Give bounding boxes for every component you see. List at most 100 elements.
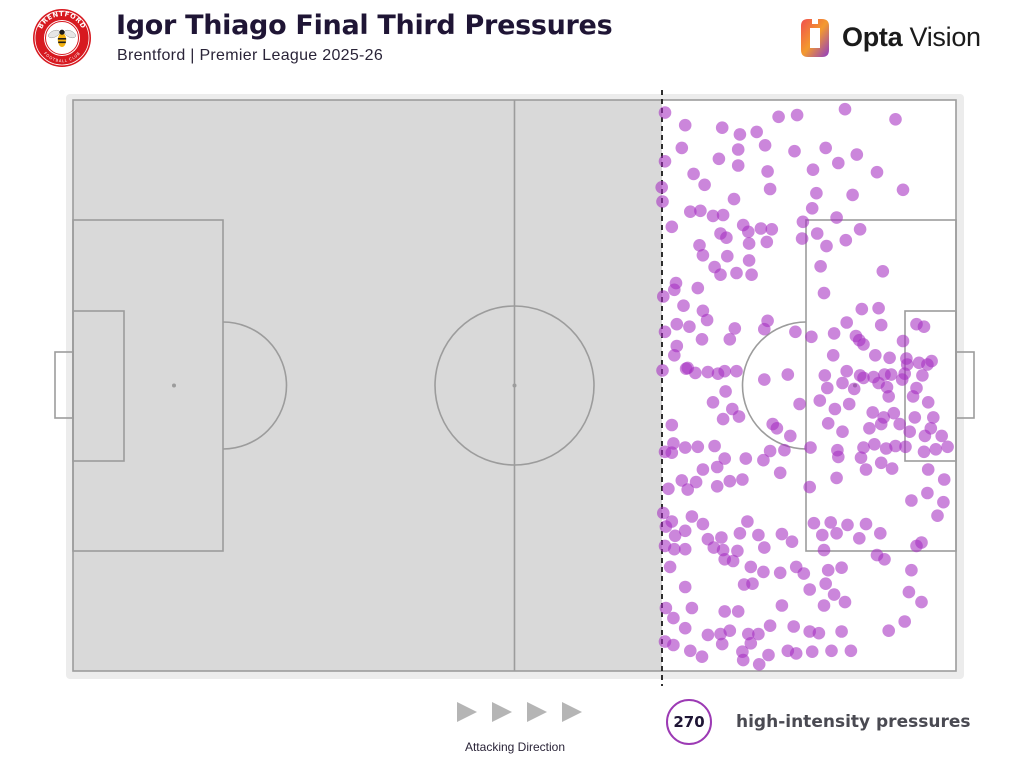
pressure-point	[863, 422, 876, 435]
pressure-point	[758, 373, 771, 386]
pressure-point	[854, 451, 868, 465]
pressure-point	[902, 585, 916, 599]
pressure-point	[668, 283, 681, 297]
pressure-point	[796, 215, 810, 229]
attacking-direction-arrows	[457, 702, 582, 722]
pressure-point	[656, 195, 669, 208]
pressure-point	[910, 317, 923, 331]
opta-vision-logo: Opta Vision	[798, 16, 988, 62]
pressure-point	[765, 223, 779, 236]
pressure-point	[818, 369, 832, 382]
pressure-point	[835, 625, 848, 638]
pressure-point	[793, 397, 806, 411]
pressure-point	[906, 390, 920, 403]
pressure-point	[700, 313, 714, 327]
pressure-point	[830, 211, 843, 224]
pressure-point	[835, 561, 848, 574]
pressure-point	[758, 139, 772, 152]
pitch-shaded-region	[73, 100, 662, 671]
pressure-point	[668, 529, 682, 543]
pressure-point	[853, 223, 867, 236]
pressure-point	[874, 318, 888, 332]
pressure-point	[706, 209, 720, 223]
pressure-point	[830, 471, 843, 485]
pressure-point	[758, 322, 771, 336]
logo-word-vision: Vision	[909, 22, 982, 52]
triangle-right-icon	[492, 702, 512, 722]
pressure-point	[830, 527, 843, 540]
pressure-point	[716, 412, 730, 426]
pressure-point	[803, 480, 816, 494]
pressure-point	[662, 482, 675, 496]
pressure-point	[805, 202, 819, 215]
pressure-point	[687, 167, 700, 181]
pressure-point	[915, 595, 928, 609]
pressure-point	[754, 222, 768, 235]
pressure-point	[718, 452, 731, 465]
pressure-point	[667, 638, 680, 652]
pressure-point	[795, 232, 809, 245]
pressure-point	[719, 385, 732, 398]
pressure-point	[659, 520, 673, 533]
pressure-point	[824, 516, 837, 529]
pressure-point	[750, 125, 763, 139]
pressure-point	[803, 583, 816, 596]
right-penalty-arc	[741, 321, 807, 450]
pressure-point	[910, 539, 923, 553]
pressure-point	[775, 527, 789, 541]
pressure-point	[675, 474, 689, 487]
pressure-point	[701, 365, 715, 379]
pressure-point	[714, 268, 727, 282]
pressure-point	[889, 439, 902, 453]
pressure-point	[916, 369, 929, 382]
pressure-point	[941, 440, 954, 454]
pressure-point	[720, 231, 733, 244]
pressure-point	[937, 473, 951, 486]
pressure-point	[681, 483, 694, 496]
pressure-point	[736, 473, 749, 486]
pressure-point	[805, 330, 818, 344]
pressure-point	[797, 567, 811, 580]
pressure-point	[718, 605, 731, 618]
pressure-point	[790, 108, 804, 122]
pressure-point	[712, 152, 726, 166]
pressure-point	[752, 658, 766, 671]
brentford-crest-icon: BRENTFORD FOOTBALL CLUB	[33, 9, 91, 67]
pressure-point	[710, 460, 724, 474]
pressure-point	[874, 527, 887, 540]
pressure-point	[817, 286, 831, 300]
pressure-point	[683, 320, 696, 334]
pressure-point	[733, 527, 747, 540]
pressure-point	[670, 317, 684, 331]
pressure-point	[847, 382, 861, 396]
pressure-point	[899, 440, 912, 454]
pressure-point	[836, 376, 849, 390]
pressure-point	[727, 192, 741, 206]
pressure-point	[785, 535, 799, 548]
pressure-point	[781, 368, 795, 381]
pressure-point	[742, 225, 755, 239]
pressure-point	[846, 188, 859, 202]
pressure-point	[817, 599, 831, 612]
pressure-point	[887, 406, 901, 420]
pressure-point	[726, 554, 740, 568]
pressure-point	[838, 595, 852, 609]
pressure-point	[685, 601, 699, 615]
pressure-point	[678, 118, 692, 132]
pressure-point	[684, 205, 697, 218]
pressure-point	[838, 102, 852, 116]
pressure-point	[853, 532, 866, 545]
pressure-point	[752, 528, 765, 542]
left-penalty-arc	[222, 321, 288, 450]
pressure-point	[706, 396, 720, 409]
pressure-point	[866, 406, 879, 419]
pitch-chart	[54, 90, 975, 686]
pressure-point	[665, 446, 679, 460]
pressure-point	[655, 181, 668, 194]
pressure-point	[925, 354, 938, 368]
pressure-point	[821, 563, 835, 577]
pressure-point	[885, 462, 899, 475]
pressure-point	[935, 429, 948, 443]
pressure-point	[883, 351, 896, 365]
pressure-count-badge: 270	[666, 699, 712, 745]
